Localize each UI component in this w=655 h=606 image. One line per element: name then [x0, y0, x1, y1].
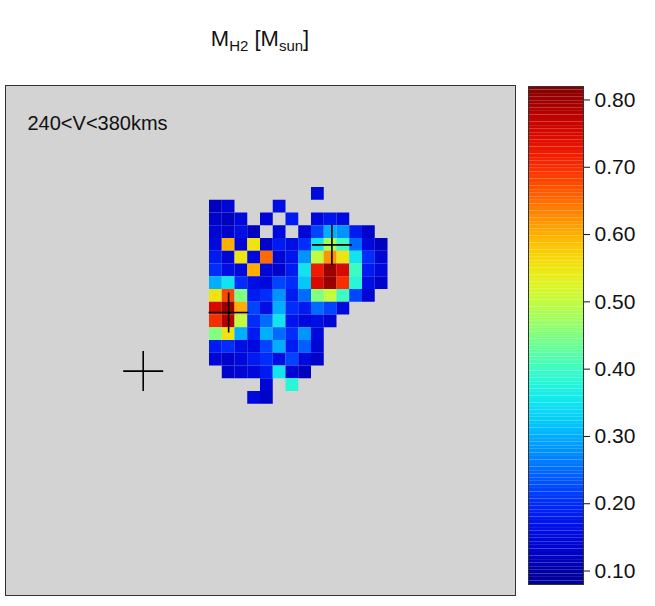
svg-text:0.50: 0.50 [595, 290, 636, 313]
svg-text:0.20: 0.20 [595, 491, 636, 514]
svg-text:0.60: 0.60 [595, 222, 636, 245]
svg-text:0.40: 0.40 [595, 357, 636, 380]
svg-text:240<V<380kms: 240<V<380kms [28, 112, 168, 134]
html-text:MH2[Msun]: MH2[Msun] [210, 26, 310, 55]
svg-text:0.70: 0.70 [595, 155, 636, 178]
svg-text:0.80: 0.80 [595, 88, 636, 111]
svg-text:0.10: 0.10 [595, 559, 636, 582]
svg-text:0.30: 0.30 [595, 424, 636, 447]
